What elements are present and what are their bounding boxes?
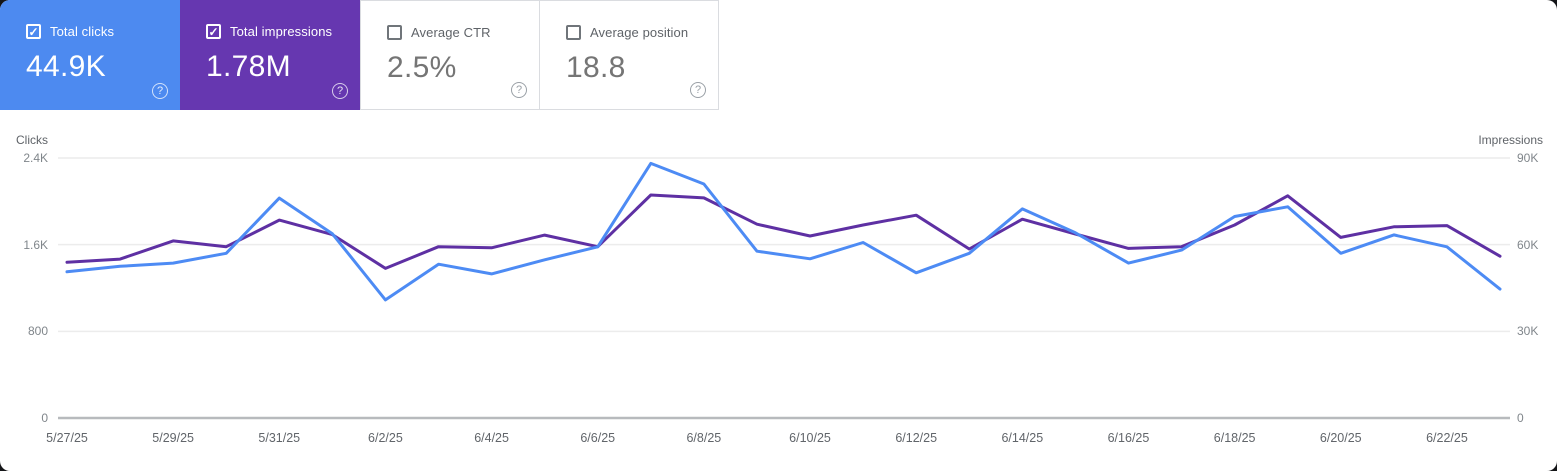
card-label: Average CTR <box>411 25 491 40</box>
metric-cards: ✓ Total clicks 44.9K ? ✓ Total impressio… <box>0 0 719 110</box>
card-value: 18.8 <box>566 51 626 84</box>
card-value: 44.9K <box>26 50 106 83</box>
card-value: 2.5% <box>387 51 457 84</box>
help-icon[interactable]: ? <box>690 82 706 98</box>
metric-card-average-position[interactable]: Average position 18.8 ? <box>539 0 719 110</box>
x-tick-label: 6/20/25 <box>1319 431 1362 445</box>
x-tick-label: 6/2/25 <box>368 431 403 445</box>
y-tick-label-right: 60K <box>1517 237 1539 252</box>
x-tick-label: 5/27/25 <box>46 431 88 445</box>
right-axis-title: Impressions <box>1478 133 1543 147</box>
checkbox-average-ctr[interactable] <box>387 25 402 40</box>
checkbox-total-impressions[interactable]: ✓ <box>206 24 221 39</box>
help-icon[interactable]: ? <box>511 82 527 98</box>
x-tick-label: 6/10/25 <box>789 431 831 445</box>
help-icon[interactable]: ? <box>152 83 168 99</box>
x-tick-label: 6/4/25 <box>474 431 509 445</box>
y-tick-label-right: 30K <box>1517 324 1539 339</box>
card-head: Average CTR <box>361 1 539 40</box>
card-head: Average position <box>540 1 718 40</box>
metric-card-average-ctr[interactable]: Average CTR 2.5% ? <box>360 0 540 110</box>
card-head: ✓ Total clicks <box>0 0 180 39</box>
metric-card-total-clicks[interactable]: ✓ Total clicks 44.9K ? <box>0 0 180 110</box>
x-tick-label: 6/8/25 <box>686 431 722 445</box>
card-value: 1.78M <box>206 50 291 83</box>
checkbox-total-clicks[interactable]: ✓ <box>26 24 41 39</box>
y-tick-label-left: 2.4K <box>23 151 48 165</box>
left-axis-title: Clicks <box>16 133 48 147</box>
x-tick-label: 5/31/25 <box>258 431 301 445</box>
card-label: Total impressions <box>230 24 333 39</box>
y-tick-label-left: 800 <box>27 324 48 339</box>
x-tick-label: 6/16/25 <box>1107 431 1150 445</box>
x-tick-label: 6/6/25 <box>580 431 616 445</box>
checkbox-average-position[interactable] <box>566 25 581 40</box>
card-label: Average position <box>590 25 689 40</box>
help-icon[interactable]: ? <box>332 83 348 99</box>
x-tick-label: 5/29/25 <box>152 431 194 445</box>
metric-card-total-impressions[interactable]: ✓ Total impressions 1.78M ? <box>180 0 360 110</box>
y-tick-label-right: 0 <box>1517 411 1524 425</box>
x-tick-label: 6/22/25 <box>1426 431 1468 445</box>
card-head: ✓ Total impressions <box>180 0 360 39</box>
card-label: Total clicks <box>50 24 115 39</box>
x-tick-label: 6/12/25 <box>895 431 938 445</box>
x-tick-label: 6/14/25 <box>1001 431 1044 445</box>
y-tick-label-right: 90K <box>1517 151 1539 165</box>
y-tick-label-left: 1.6K <box>23 237 48 252</box>
total-clicks-line <box>65 161 1502 302</box>
y-tick-label-left: 0 <box>41 411 48 425</box>
x-tick-label: 6/18/25 <box>1213 431 1256 445</box>
